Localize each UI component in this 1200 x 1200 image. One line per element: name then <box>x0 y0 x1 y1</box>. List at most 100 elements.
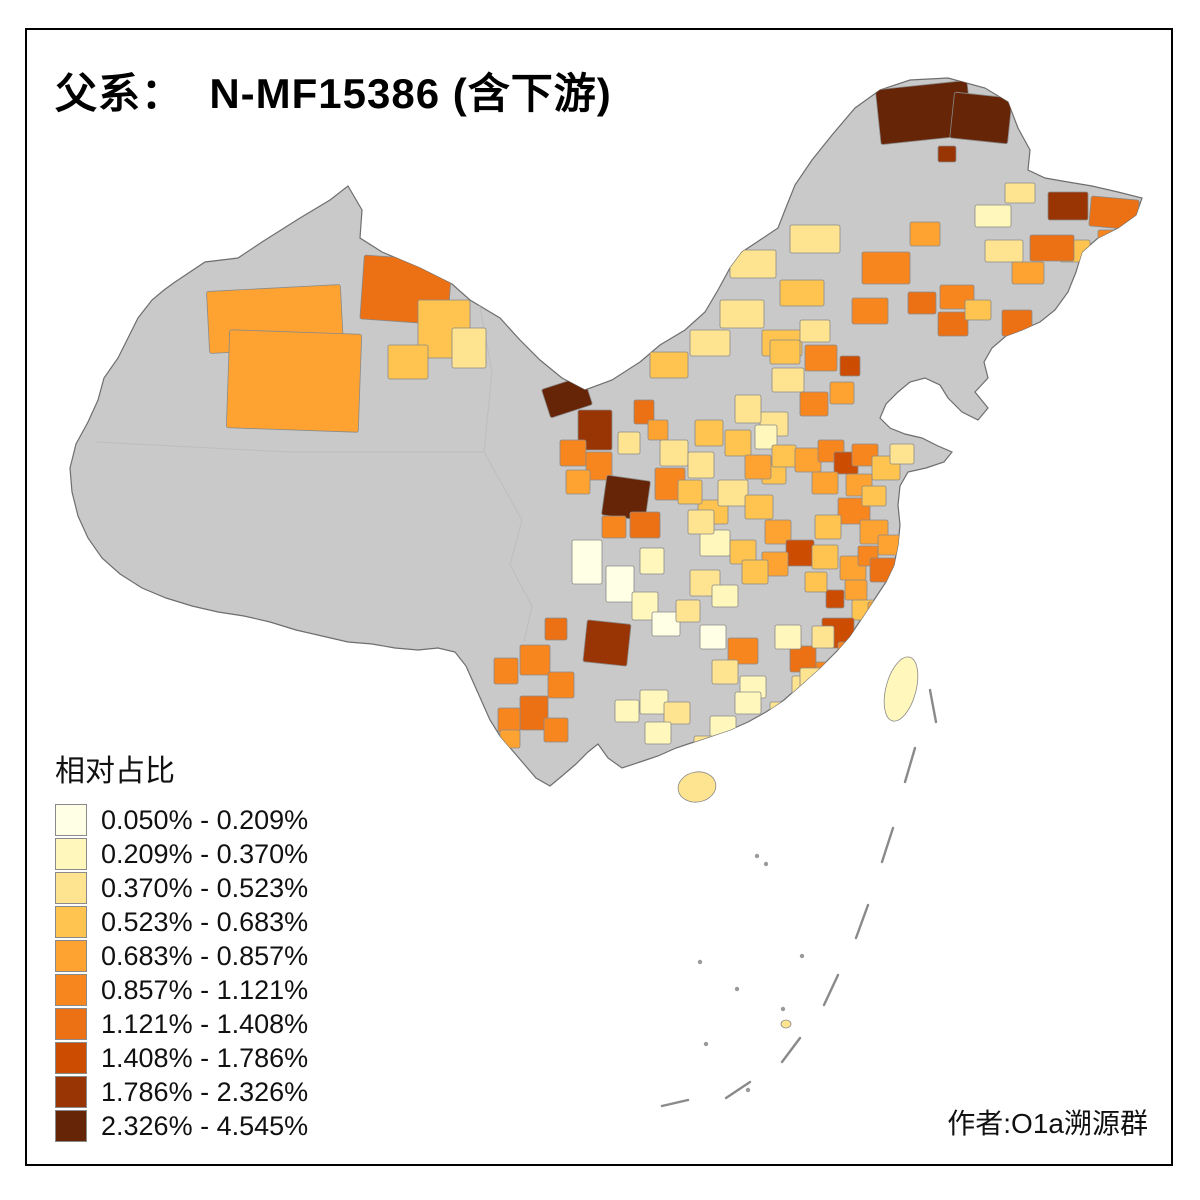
map-region <box>829 381 855 405</box>
nine-dash-line <box>660 688 938 1108</box>
map-region <box>387 344 429 380</box>
legend-row: 0.683% - 0.857% <box>55 940 308 972</box>
dash-segment <box>903 746 917 784</box>
legend: 相对占比 0.050% - 0.209% 0.209% - 0.370% 0.3… <box>55 746 308 1144</box>
map-region <box>694 419 724 447</box>
map-region <box>799 391 829 417</box>
map-region <box>699 624 727 650</box>
legend-row: 0.857% - 1.121% <box>55 974 308 1006</box>
map-region <box>789 224 841 254</box>
map-region <box>861 251 911 285</box>
map-region <box>605 565 635 603</box>
map-region <box>785 539 815 567</box>
map-region <box>601 515 627 539</box>
province-borders <box>95 295 533 643</box>
map-region <box>1029 234 1075 262</box>
legend-label: 1.786% - 2.326% <box>101 1076 309 1107</box>
map-region <box>617 431 641 455</box>
map-region <box>709 715 737 739</box>
map-region <box>937 145 957 163</box>
map-region <box>717 479 749 507</box>
legend-title: 相对占比 <box>55 755 175 788</box>
islet-dot <box>703 1041 709 1047</box>
map-region <box>644 721 672 745</box>
map-region <box>799 667 825 691</box>
legend-swatch <box>55 1076 87 1108</box>
map-region <box>547 671 575 699</box>
map-region <box>811 544 839 570</box>
map-region <box>639 547 665 575</box>
dash-segment <box>822 973 840 1007</box>
map-region <box>1097 229 1129 251</box>
map-region <box>799 319 831 343</box>
map-region <box>493 657 519 685</box>
map-region <box>837 641 861 665</box>
map-region <box>771 367 805 393</box>
map-region <box>663 701 691 725</box>
islet-dot <box>763 861 769 867</box>
legend-swatch <box>55 872 87 904</box>
map-region <box>585 451 613 481</box>
map-region <box>839 355 861 377</box>
map-region <box>649 351 689 379</box>
legend-swatch <box>55 940 87 972</box>
islet-dot <box>754 853 760 859</box>
legend-label: 1.121% - 1.408% <box>101 1008 309 1039</box>
map-region <box>614 699 640 723</box>
map-region <box>1088 195 1140 231</box>
map-region <box>764 519 792 545</box>
map-region <box>451 327 487 369</box>
legend-swatch <box>55 906 87 938</box>
islet-dot <box>745 1087 751 1093</box>
islet-dot <box>697 959 703 965</box>
map-region <box>734 394 762 424</box>
map-region <box>734 691 762 715</box>
map-region <box>909 221 941 247</box>
map-region <box>711 584 739 608</box>
legend-label: 0.857% - 1.121% <box>101 974 309 1005</box>
map-region <box>937 311 969 337</box>
legend-swatch <box>55 1042 87 1074</box>
legend-row: 0.209% - 0.370% <box>55 838 308 870</box>
map-region <box>851 443 879 467</box>
map-region <box>811 471 839 495</box>
map-region <box>677 479 703 505</box>
legend-row: 1.408% - 1.786% <box>55 1042 308 1074</box>
map-region <box>794 447 822 473</box>
map-region <box>519 644 551 676</box>
map-region <box>659 439 689 467</box>
map-region <box>724 429 752 457</box>
legend-label: 0.683% - 0.857% <box>101 940 309 971</box>
legend-row: 1.786% - 2.326% <box>55 1076 308 1108</box>
map-region <box>711 659 739 685</box>
map-region <box>1004 182 1036 204</box>
legend-label: 0.050% - 0.209% <box>101 804 309 835</box>
map-region <box>779 279 825 307</box>
map-region <box>651 611 681 637</box>
map-region <box>754 424 778 450</box>
map-region <box>844 579 868 601</box>
legend-swatch <box>55 804 87 836</box>
legend-label: 0.523% - 0.683% <box>101 906 309 937</box>
legend-swatch <box>55 1110 87 1142</box>
legend-swatch <box>55 1008 87 1040</box>
map-region <box>949 91 1013 145</box>
map-region <box>687 509 715 535</box>
map-region <box>1047 191 1089 221</box>
map-region <box>861 485 887 507</box>
map-region <box>889 443 915 465</box>
legend-row: 0.050% - 0.209% <box>55 804 308 836</box>
map-region <box>964 299 992 321</box>
page-title: 父系： N-MF15386 (含下游) <box>55 70 612 117</box>
map-region <box>647 419 669 441</box>
legend-row: 1.121% - 1.408% <box>55 1008 308 1040</box>
map-region <box>771 444 797 468</box>
map-region <box>582 619 632 667</box>
legend-row: 0.370% - 0.523% <box>55 872 308 904</box>
legend-swatch <box>55 974 87 1006</box>
map-region <box>774 624 802 650</box>
legend-label: 2.326% - 4.545% <box>101 1110 309 1141</box>
islet-dot <box>780 1006 786 1012</box>
map-region <box>907 291 937 315</box>
map-region <box>814 514 842 540</box>
